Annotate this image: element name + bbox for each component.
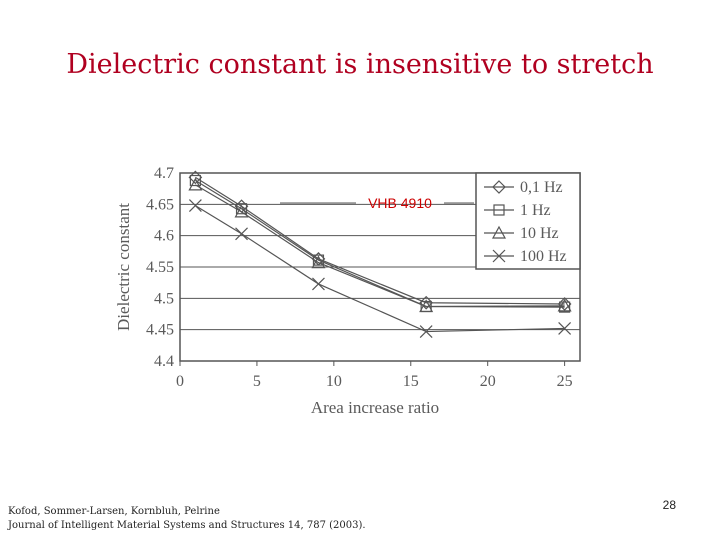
x-marker-stroke (419, 325, 433, 338)
triangle-marker (557, 298, 572, 312)
triangle-marker (188, 177, 203, 191)
x-marker-stroke (312, 277, 325, 291)
y-tick-label: 4.55 (146, 259, 174, 276)
square-marker (559, 301, 571, 313)
data-point (235, 227, 248, 241)
citation-authors: Kofod, Sommer-Larsen, Kornbluh, Pelrine (8, 506, 220, 517)
x-marker-stroke (558, 321, 572, 335)
diamond-marker (492, 180, 506, 194)
square-marker (493, 204, 505, 216)
citation: Kofod, Sommer-Larsen, Kornbluh, Pelrine … (8, 505, 366, 533)
x-tick-label: 10 (326, 373, 342, 390)
x-marker-stroke (235, 227, 248, 241)
legend-entry-diamond: 0,1 Hz (484, 179, 563, 196)
data-point (312, 254, 325, 266)
triangle-marker (311, 255, 326, 269)
y-tick-label: 4.7 (154, 165, 174, 182)
y-tick-label: 4.4 (154, 353, 174, 370)
x-axis-title: Area increase ratio (311, 398, 439, 417)
triangle-marker (234, 204, 249, 218)
series-x (188, 199, 572, 338)
series-line (195, 184, 565, 308)
legend: 0,1 Hz 1 Hz 10 Hz 100 Hz (475, 172, 581, 270)
y-tick-label: 4.45 (146, 322, 174, 339)
series-layer (188, 170, 572, 338)
data-point (558, 321, 572, 335)
legend-label: 1 Hz (520, 202, 551, 219)
x-marker-stroke (188, 199, 202, 213)
legend-entry-triangle: 10 Hz (484, 225, 559, 242)
y-tick-label: 4.5 (154, 290, 174, 307)
series-triangle (188, 177, 572, 313)
data-point (419, 325, 433, 338)
x-tick-label: 20 (480, 373, 496, 390)
triangle-marker (491, 225, 507, 239)
data-point (557, 298, 572, 312)
data-point (419, 295, 434, 310)
legend-label: 0,1 Hz (520, 179, 563, 196)
citation-journal: Journal of Intelligent Material Systems … (8, 520, 366, 531)
y-tick-label: 4.65 (146, 196, 174, 213)
data-point (312, 277, 325, 291)
legend-entry-square: 1 Hz (484, 202, 551, 219)
square-marker (312, 254, 325, 266)
data-point (559, 301, 571, 313)
y-tick-label: 4.6 (154, 228, 174, 245)
legend-box (475, 172, 581, 270)
dielectric-chart: VHB 4910 Area increase ratio Dielectric … (114, 165, 581, 417)
legend-entry-x: 100 Hz (484, 248, 567, 265)
x-marker-stroke (492, 249, 506, 263)
data-point (234, 204, 249, 218)
legend-label: 100 Hz (520, 248, 567, 265)
legend-label: 10 Hz (520, 225, 559, 242)
series-line (195, 176, 565, 305)
data-point (188, 177, 203, 191)
slide-title: Dielectric constant is insensitive to st… (66, 49, 654, 80)
data-point (311, 255, 326, 269)
x-tick-label: 0 (176, 373, 184, 390)
annotation-label: VHB 4910 (368, 195, 432, 211)
x-tick-label: 15 (403, 373, 419, 390)
x-tick-label: 5 (253, 373, 261, 390)
data-point (419, 299, 434, 313)
page-number: 28 (662, 498, 676, 512)
y-axis-title: Dielectric constant (114, 203, 133, 331)
diamond-marker (419, 295, 434, 310)
triangle-marker (419, 299, 434, 313)
data-point (188, 199, 202, 213)
annotation-layer: VHB 4910 (280, 195, 474, 211)
axis-layer: Area increase ratio Dielectric constant … (114, 165, 573, 417)
x-tick-label: 25 (557, 373, 573, 390)
